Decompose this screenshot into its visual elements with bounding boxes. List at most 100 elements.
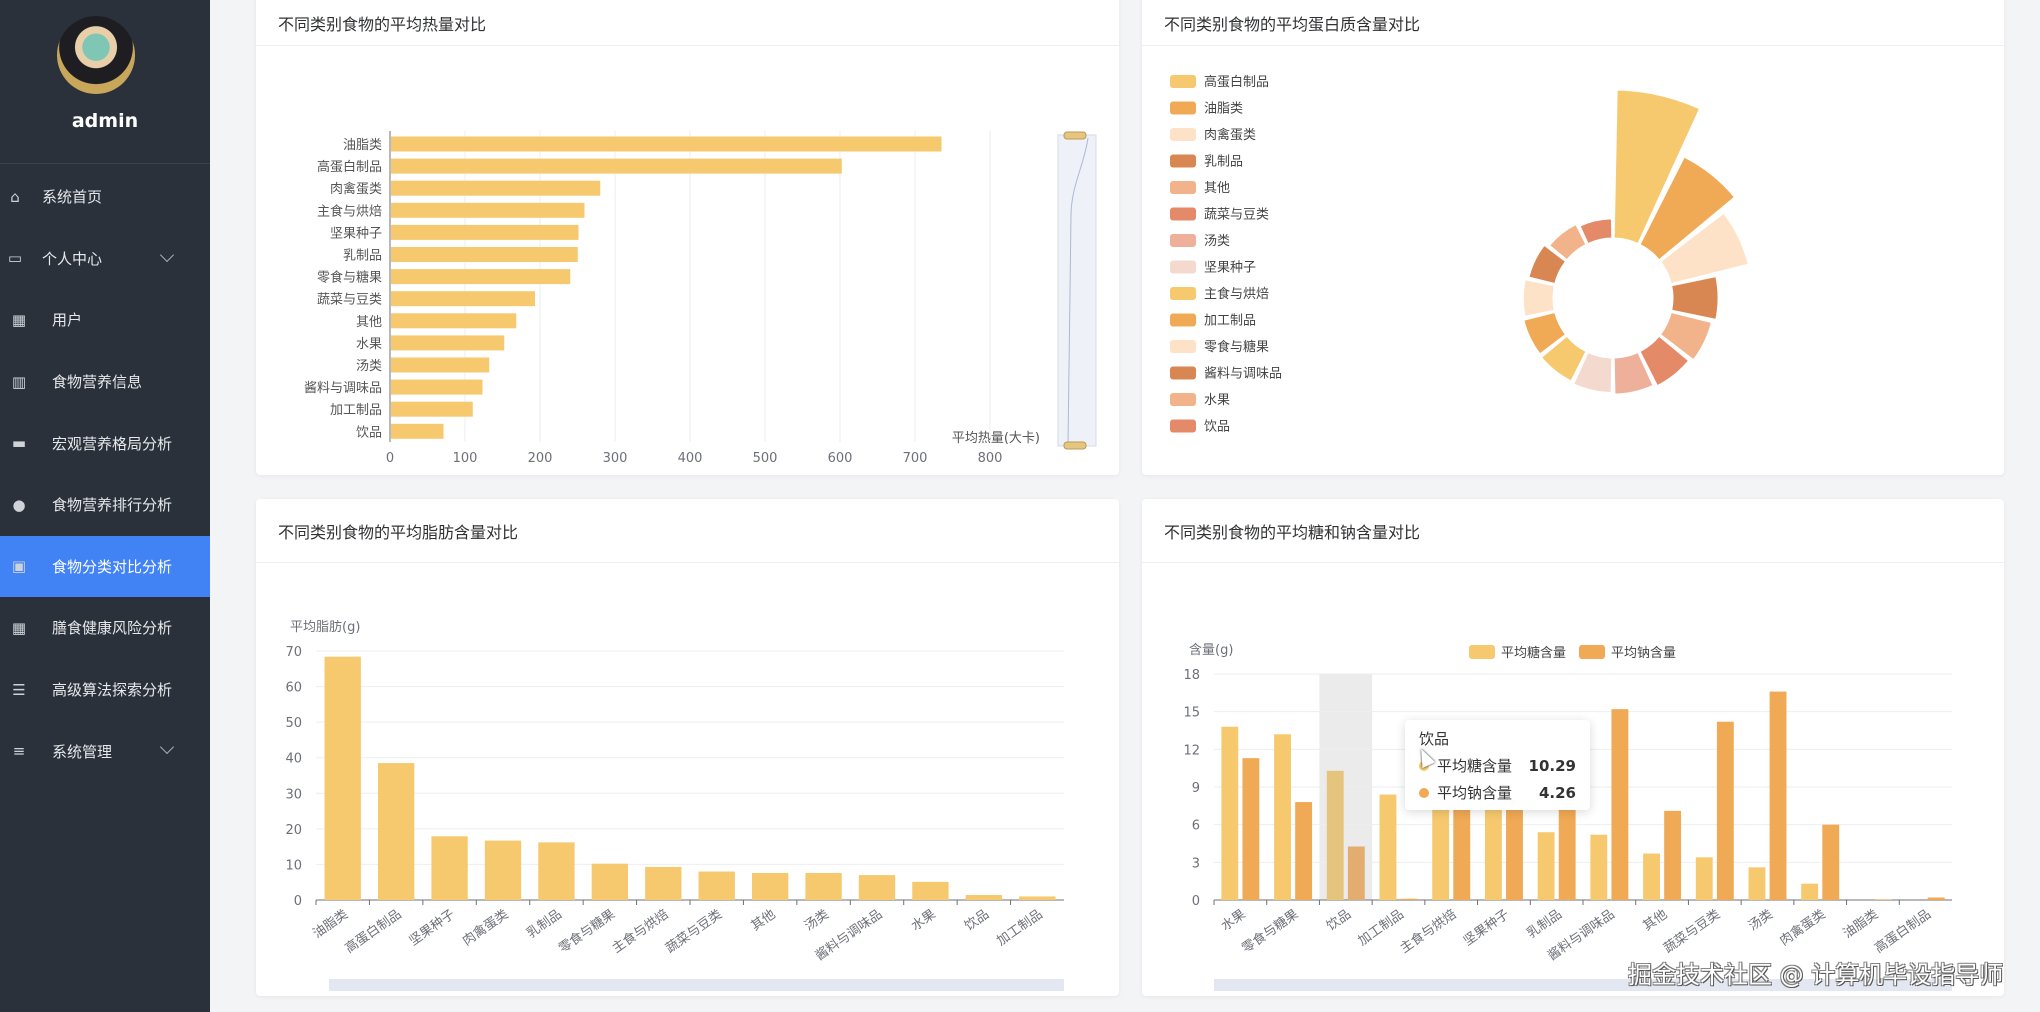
legend-swatch[interactable] bbox=[1170, 393, 1196, 406]
x-tick-label: 水果 bbox=[909, 907, 939, 934]
sidebar-item[interactable]: ▦ 膳食健康风险分析 bbox=[0, 597, 210, 659]
card-title: 不同类别食物的平均蛋白质含量对比 bbox=[1142, 0, 2004, 46]
sidebar-item[interactable]: ☰ 高级算法探索分析 bbox=[0, 659, 210, 721]
legend-swatch[interactable] bbox=[1170, 340, 1196, 353]
legend-swatch[interactable] bbox=[1170, 287, 1196, 300]
tooltip-row: 平均糖含量 10.29 bbox=[1419, 755, 1576, 776]
sidebar-item-label: 高级算法探索分析 bbox=[52, 681, 173, 700]
legend-label: 蔬菜与豆类 bbox=[1204, 208, 1269, 223]
sidebar-menu: ⌂ 系统首页 ▭ 个人中心 ▦ 用户 ▥ 食物营养信息 ▬ 宏观营养格局分析 ● 食物营养排行分析 ▣ 食… bbox=[0, 166, 210, 782]
tooltip-value: 4.26 bbox=[1538, 783, 1576, 802]
legend-swatch[interactable] bbox=[1170, 154, 1196, 168]
y-tick-label: 0 bbox=[1192, 894, 1200, 909]
y-tick-label: 坚果种子 bbox=[330, 226, 382, 241]
legend-swatch[interactable] bbox=[1170, 101, 1196, 115]
bar bbox=[391, 313, 517, 329]
card-title: 不同类别食物的平均热量对比 bbox=[256, 0, 1119, 46]
legend-swatch[interactable] bbox=[1170, 234, 1196, 247]
bar bbox=[645, 866, 682, 900]
y-tick-label: 50 bbox=[285, 716, 302, 731]
legend-swatch[interactable] bbox=[1170, 75, 1196, 88]
bar bbox=[391, 357, 490, 373]
sidebar-item[interactable]: ≡ 系统管理 bbox=[0, 720, 210, 782]
legend-swatch[interactable] bbox=[1469, 645, 1495, 659]
legend-label: 坚果种子 bbox=[1204, 261, 1256, 276]
sidebar-item-label: 系统首页 bbox=[42, 188, 103, 207]
card-icon: ▭ bbox=[7, 249, 23, 268]
bar bbox=[805, 872, 842, 900]
datazoom-handle[interactable] bbox=[1063, 441, 1087, 450]
x-tick-label: 零食与糖果 bbox=[556, 906, 618, 956]
sidebar-item[interactable]: ● 食物营养排行分析 bbox=[0, 474, 210, 536]
legend-label: 乳制品 bbox=[1204, 155, 1243, 170]
x-tick-label: 饮品 bbox=[962, 907, 992, 934]
y-tick-label: 水果 bbox=[356, 337, 382, 352]
legend-swatch[interactable] bbox=[1170, 207, 1196, 221]
bar bbox=[912, 881, 949, 900]
rose-slice bbox=[1671, 276, 1719, 320]
legend-swatch[interactable] bbox=[1170, 366, 1196, 380]
bar bbox=[1484, 804, 1502, 900]
grid-icon: ▦ bbox=[11, 310, 27, 329]
y-tick-label: 0 bbox=[294, 894, 302, 909]
rose-slice bbox=[1573, 352, 1613, 393]
avatar[interactable] bbox=[57, 16, 135, 94]
y-tick-label: 加工制品 bbox=[330, 403, 382, 418]
legend-swatch[interactable] bbox=[1170, 128, 1196, 141]
sidebar-item[interactable]: ▥ 食物营养信息 bbox=[0, 351, 210, 413]
chevron-down-icon[interactable] bbox=[159, 247, 175, 262]
datazoom-slider[interactable] bbox=[1214, 979, 1952, 991]
y-tick-label: 6 bbox=[1192, 819, 1200, 834]
bar bbox=[1695, 857, 1713, 900]
rose-slice bbox=[1660, 212, 1749, 284]
sidebar-item[interactable]: ▭ 个人中心 bbox=[0, 228, 210, 290]
bulb-icon: ● bbox=[12, 495, 26, 514]
bar bbox=[698, 871, 735, 900]
x-tick-label: 400 bbox=[678, 451, 703, 466]
bar bbox=[391, 401, 473, 417]
y-tick-label: 零食与糖果 bbox=[317, 270, 382, 286]
x-tick-label: 800 bbox=[978, 451, 1003, 466]
legend-label: 油脂类 bbox=[1204, 102, 1243, 117]
x-tick-label: 主食与烘焙 bbox=[1397, 906, 1459, 956]
sidebar-item[interactable]: ⌂ 系统首页 bbox=[0, 166, 210, 228]
y-tick-label: 酱料与调味品 bbox=[304, 381, 382, 396]
bar bbox=[1453, 787, 1471, 900]
sidebar-item[interactable]: ▦ 用户 bbox=[0, 289, 210, 351]
bar bbox=[391, 158, 842, 174]
legend-label: 酱料与调味品 bbox=[1204, 367, 1282, 382]
rose-slice bbox=[1639, 335, 1690, 387]
sidebar: admin ⌂ 系统首页 ▭ 个人中心 ▦ 用户 ▥ 食物营养信息 ▬ 宏观营养格局分析 ● 食物营养… bbox=[0, 0, 210, 1012]
clipboard-icon: ▣ bbox=[11, 557, 27, 576]
sidebar-item[interactable]: ▬ 宏观营养格局分析 bbox=[0, 412, 210, 474]
home-icon: ⌂ bbox=[10, 187, 20, 206]
datazoom-slider[interactable] bbox=[329, 979, 1064, 991]
bar bbox=[391, 423, 444, 439]
legend-swatch[interactable] bbox=[1170, 260, 1196, 274]
legend-swatch[interactable] bbox=[1579, 645, 1605, 659]
legend-swatch[interactable] bbox=[1170, 419, 1196, 433]
datazoom-handle[interactable] bbox=[1063, 131, 1087, 140]
bar bbox=[324, 656, 361, 900]
legend-swatch[interactable] bbox=[1170, 313, 1196, 327]
datazoom-slider[interactable] bbox=[1057, 134, 1097, 447]
bar bbox=[431, 836, 468, 900]
y-tick-label: 其他 bbox=[356, 315, 382, 330]
sidebar-item[interactable]: ▣ 食物分类对比分析 bbox=[0, 535, 210, 598]
bar bbox=[1716, 721, 1734, 900]
x-tick-label: 加工制品 bbox=[994, 907, 1045, 949]
x-tick-label: 200 bbox=[528, 451, 553, 466]
rose-slice bbox=[1579, 218, 1613, 244]
x-tick-label: 100 bbox=[453, 451, 478, 466]
bar bbox=[1537, 832, 1555, 900]
protein-chart-card: 不同类别食物的平均蛋白质含量对比 高蛋白制品 油脂类 肉禽蛋类 乳制品 其他 蔬菜与豆类汤… bbox=[1142, 0, 2004, 475]
bar bbox=[391, 224, 579, 240]
card-title: 不同类别食物的平均脂肪含量对比 bbox=[256, 499, 1119, 563]
x-tick-label: 0 bbox=[386, 451, 394, 466]
bar bbox=[1769, 691, 1787, 900]
rose-slice bbox=[1541, 335, 1587, 382]
legend-swatch[interactable] bbox=[1170, 181, 1196, 194]
chevron-down-icon[interactable] bbox=[159, 740, 175, 755]
legend-dot-icon bbox=[1419, 787, 1429, 798]
bar bbox=[1801, 883, 1819, 900]
